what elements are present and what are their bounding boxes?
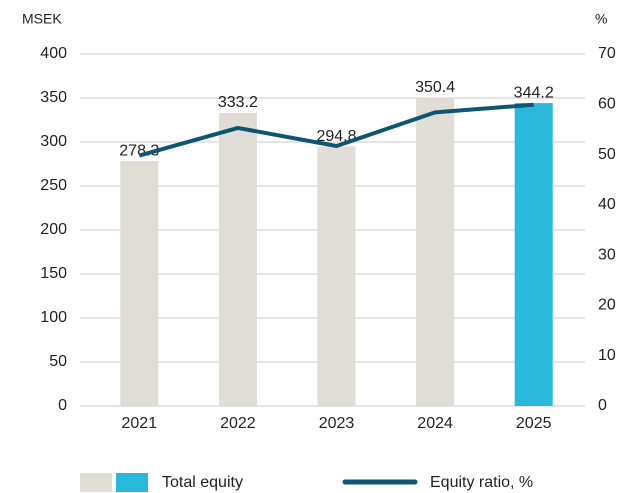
y-tick-label: 400 <box>40 45 67 62</box>
legend-label: Total equity <box>162 474 243 491</box>
y-tick-label: 100 <box>40 309 67 326</box>
y2-tick-label: 50 <box>598 146 616 163</box>
bar <box>218 112 257 406</box>
y2-tick-label: 0 <box>598 397 607 414</box>
line <box>138 102 534 158</box>
bar <box>317 146 356 407</box>
y-tick-label: 300 <box>40 133 67 150</box>
y-tick-label: 200 <box>40 221 67 238</box>
y2-tick-label: 10 <box>598 347 616 364</box>
data-label: 350.4 <box>415 79 455 96</box>
y2-tick-label: 30 <box>598 246 616 263</box>
legend-swatch <box>80 473 112 492</box>
y2-tick-label: 20 <box>598 297 616 314</box>
x-tick-label: 2025 <box>516 415 552 432</box>
y2-tick-label: 40 <box>598 196 616 213</box>
y2-tick-label: 70 <box>598 45 616 62</box>
y-tick-label: 50 <box>49 353 67 370</box>
x-tick-label: 2022 <box>220 415 256 432</box>
y-tick-label: 0 <box>58 397 67 414</box>
x-tick-label: 2024 <box>417 415 453 432</box>
bar <box>514 103 553 406</box>
bar <box>416 97 455 406</box>
legend-swatch <box>116 473 148 492</box>
legend-label: Equity ratio, % <box>430 474 533 491</box>
x-tick-label: 2023 <box>319 415 355 432</box>
data-label: 333.2 <box>218 94 258 111</box>
y-axis-label: MSEK <box>22 11 62 27</box>
bar <box>120 161 159 406</box>
y-tick-label: 150 <box>40 265 67 282</box>
data-label: 278.3 <box>119 142 159 159</box>
x-tick-label: 2021 <box>122 415 158 432</box>
y-tick-label: 250 <box>40 177 67 194</box>
y2-tick-label: 60 <box>598 96 616 113</box>
y2-axis-label: % <box>595 11 607 27</box>
data-label: 344.2 <box>514 84 554 101</box>
y-tick-label: 350 <box>40 89 67 106</box>
